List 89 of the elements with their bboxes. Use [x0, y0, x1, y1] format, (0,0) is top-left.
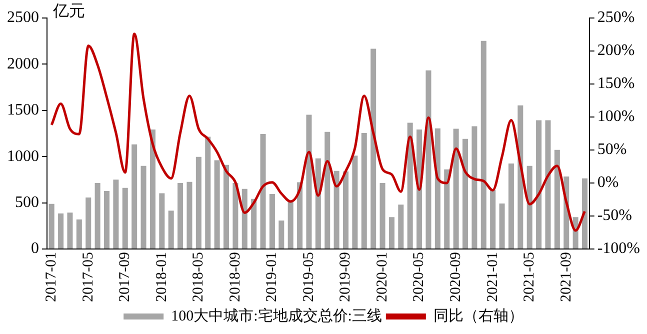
x-tick-label: 2020-01: [374, 252, 390, 302]
legend-label: 同比（右轴）: [433, 307, 524, 324]
bar: [462, 138, 468, 249]
bar: [342, 171, 349, 249]
x-tick-label: 2020-05: [411, 252, 428, 302]
x-tick-label: 2019-05: [300, 252, 317, 302]
x-tick-label: 2020-09: [448, 252, 464, 302]
bar: [554, 150, 560, 249]
y-tick-label: 2500: [7, 9, 39, 26]
bar: [113, 180, 119, 249]
bar: [361, 132, 367, 249]
bar: [58, 213, 64, 249]
bar: [122, 188, 128, 249]
bar: [260, 134, 266, 249]
bar: [232, 183, 238, 249]
bar: [288, 201, 294, 249]
bar: [242, 188, 248, 249]
bar: [132, 144, 138, 249]
bar: [536, 120, 542, 249]
legend-label: 100大中城市:宅地成交总价:三线: [171, 307, 382, 324]
y-tick-label: 0: [31, 240, 39, 258]
bar: [251, 198, 257, 249]
bar: [545, 120, 551, 249]
bar: [352, 156, 358, 249]
x-tick-label: 2021-09: [558, 252, 574, 302]
bar: [159, 193, 165, 249]
y2-tick-label: 50%: [597, 141, 627, 158]
bar: [269, 194, 275, 249]
bar: [324, 132, 330, 249]
bar: [388, 217, 394, 249]
y-tick-label: 500: [15, 194, 39, 212]
bar: [508, 164, 514, 249]
y-tick-label: 1500: [7, 102, 39, 119]
y2-tick-label: -100%: [597, 240, 640, 258]
bar: [315, 158, 321, 249]
bar: [434, 128, 440, 249]
y-tick-label: 2000: [7, 55, 39, 72]
line-series: [50, 32, 586, 232]
y2-tick-label: 150%: [597, 75, 635, 92]
bar: [104, 190, 110, 249]
bar: [168, 210, 174, 249]
x-tick-label: 2017-05: [80, 252, 96, 302]
bar: [426, 70, 432, 249]
bar: [140, 166, 146, 249]
bar: [453, 128, 459, 249]
bar: [178, 183, 184, 249]
bar: [186, 182, 192, 249]
bar: [196, 156, 202, 249]
bar: [472, 126, 478, 249]
bar: [370, 48, 376, 249]
bar: [205, 136, 211, 249]
bar: [407, 122, 413, 249]
x-tick-label: 2017-01: [44, 252, 60, 302]
bar: [94, 183, 100, 249]
x-tick-label: 2019-09: [338, 252, 354, 302]
bar: [76, 219, 82, 249]
bar: [518, 105, 524, 249]
bar: [150, 130, 156, 249]
x-tick-label: 2019-01: [264, 252, 280, 302]
bar: [48, 204, 54, 249]
bar: [223, 164, 230, 249]
bar: [398, 204, 404, 249]
x-tick-label: 2017-09: [117, 252, 134, 302]
bar: [490, 190, 496, 249]
bar: [334, 170, 340, 249]
x-tick-label: 2018-05: [190, 252, 207, 302]
bar: [416, 130, 422, 249]
bar: [67, 212, 73, 249]
x-tick-label: 2018-09: [227, 252, 244, 302]
bar: [306, 114, 312, 249]
y-axis-title: 亿元: [52, 3, 85, 20]
y2-tick-label: 0%: [597, 174, 619, 192]
y2-tick-label: 200%: [597, 42, 635, 60]
bar: [380, 183, 386, 249]
bar: [582, 178, 588, 249]
bar: [499, 203, 505, 249]
x-tick-label: 2018-01: [154, 252, 170, 302]
bar: [86, 197, 92, 249]
bar: [214, 160, 220, 249]
y2-tick-label: -50%: [597, 207, 632, 224]
y2-tick-label: 100%: [597, 108, 635, 126]
bar: [278, 220, 284, 249]
y-tick-label: 1000: [7, 148, 39, 165]
bar: [444, 169, 450, 249]
x-tick-label: 2021-01: [484, 252, 501, 302]
x-tick-label: 2021-05: [522, 252, 538, 302]
bar: [526, 166, 532, 249]
bar: [480, 40, 486, 249]
y2-tick-label: 250%: [597, 9, 635, 26]
